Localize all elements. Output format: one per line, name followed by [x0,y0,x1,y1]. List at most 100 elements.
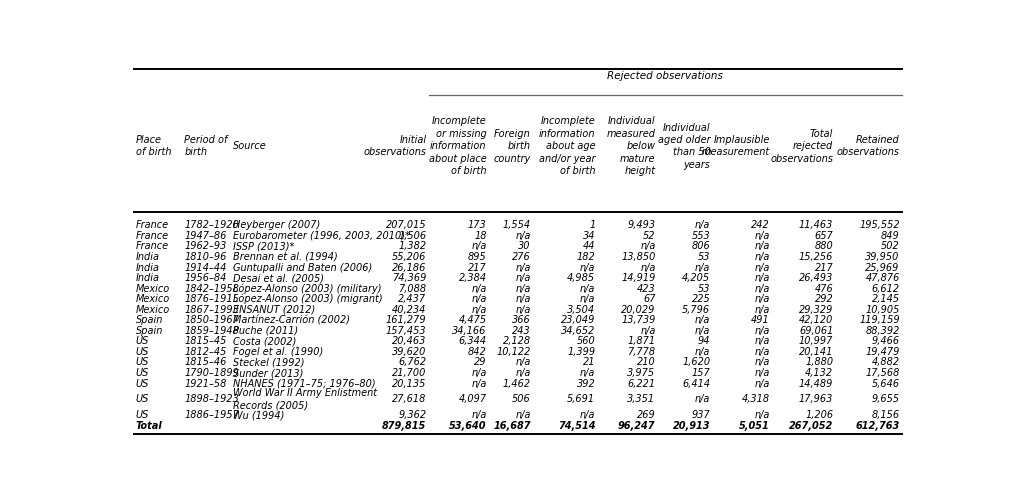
Text: n/a: n/a [754,283,769,294]
Text: 1782–1920: 1782–1920 [184,220,240,230]
Text: 292: 292 [815,294,833,304]
Text: Brennan et al. (1994): Brennan et al. (1994) [234,252,338,262]
Text: n/a: n/a [516,273,531,283]
Text: 20,463: 20,463 [392,337,427,346]
Text: Martínez-Carrión (2002): Martínez-Carrión (2002) [234,315,350,325]
Text: 849: 849 [881,231,900,241]
Text: 210: 210 [637,358,655,368]
Text: Rejected observations: Rejected observations [608,71,723,81]
Text: Heyberger (2007): Heyberger (2007) [234,220,320,230]
Text: 20,029: 20,029 [621,305,655,315]
Text: 895: 895 [468,252,486,262]
Text: US: US [135,337,150,346]
Text: 1,206: 1,206 [805,410,833,420]
Text: 23,049: 23,049 [561,315,595,325]
Text: n/a: n/a [695,263,711,273]
Text: ISSP (2013)*: ISSP (2013)* [234,242,294,251]
Text: 1947–86: 1947–86 [184,231,226,241]
Text: n/a: n/a [516,410,531,420]
Text: 29: 29 [474,358,486,368]
Text: n/a: n/a [516,294,531,304]
Text: 19,479: 19,479 [865,347,900,357]
Text: 1,880: 1,880 [805,358,833,368]
Text: 88,392: 88,392 [865,326,900,336]
Text: 34: 34 [583,231,595,241]
Text: n/a: n/a [471,410,486,420]
Text: 267,052: 267,052 [790,421,833,431]
Text: n/a: n/a [516,231,531,241]
Text: Incomplete
or missing
information
about place
of birth: Incomplete or missing information about … [429,117,486,176]
Text: 8,156: 8,156 [871,410,900,420]
Text: n/a: n/a [695,220,711,230]
Text: 612,763: 612,763 [855,421,900,431]
Text: 4,475: 4,475 [458,315,486,325]
Text: n/a: n/a [471,305,486,315]
Text: 560: 560 [576,337,595,346]
Text: López-Alonso (2003) (migrant): López-Alonso (2003) (migrant) [234,294,383,305]
Text: Total: Total [135,421,163,431]
Text: 1,620: 1,620 [682,358,711,368]
Text: n/a: n/a [754,358,769,368]
Text: n/a: n/a [516,305,531,315]
Text: 392: 392 [576,378,595,389]
Text: 9,362: 9,362 [398,410,427,420]
Text: 13,850: 13,850 [621,252,655,262]
Text: 14,489: 14,489 [799,378,833,389]
Text: 1850–1967: 1850–1967 [184,315,240,325]
Text: n/a: n/a [695,395,711,404]
Text: 937: 937 [692,410,711,420]
Text: n/a: n/a [695,326,711,336]
Text: 2,384: 2,384 [458,273,486,283]
Text: n/a: n/a [754,305,769,315]
Text: 25,969: 25,969 [865,263,900,273]
Text: 3,504: 3,504 [567,305,595,315]
Text: 7,088: 7,088 [398,283,427,294]
Text: 1842–1958: 1842–1958 [184,283,240,294]
Text: n/a: n/a [640,326,655,336]
Text: Desai et al. (2005): Desai et al. (2005) [234,273,325,283]
Text: 161,279: 161,279 [386,315,427,325]
Text: 10,122: 10,122 [496,347,531,357]
Text: 4,882: 4,882 [871,358,900,368]
Text: US: US [135,368,150,378]
Text: 18: 18 [474,231,486,241]
Text: López-Alonso (2003) (military): López-Alonso (2003) (military) [234,283,381,294]
Text: Spain: Spain [135,326,163,336]
Text: 40,234: 40,234 [392,305,427,315]
Text: Retained
observations: Retained observations [837,135,900,157]
Text: n/a: n/a [580,410,595,420]
Text: 476: 476 [815,283,833,294]
Text: 2,128: 2,128 [502,337,531,346]
Text: n/a: n/a [580,294,595,304]
Text: n/a: n/a [471,242,486,251]
Text: 6,344: 6,344 [458,337,486,346]
Text: 55,206: 55,206 [392,252,427,262]
Text: 1876–1915: 1876–1915 [184,294,240,304]
Text: n/a: n/a [754,410,769,420]
Text: n/a: n/a [471,294,486,304]
Text: 34,652: 34,652 [561,326,595,336]
Text: 20,135: 20,135 [392,378,427,389]
Text: 880: 880 [815,242,833,251]
Text: n/a: n/a [471,378,486,389]
Text: n/a: n/a [754,326,769,336]
Text: 21: 21 [583,358,595,368]
Text: Implausible
measurement: Implausible measurement [702,135,769,157]
Text: Individual
measured
below
mature
height: Individual measured below mature height [607,117,655,176]
Text: 207,015: 207,015 [386,220,427,230]
Text: n/a: n/a [754,231,769,241]
Text: 1867–1993: 1867–1993 [184,305,240,315]
Text: n/a: n/a [754,263,769,273]
Text: 30: 30 [519,242,531,251]
Text: 5,796: 5,796 [682,305,711,315]
Text: 1810–96: 1810–96 [184,252,226,262]
Text: India: India [135,252,160,262]
Text: 4,097: 4,097 [458,395,486,404]
Text: n/a: n/a [516,368,531,378]
Text: 10,905: 10,905 [865,305,900,315]
Text: 11,463: 11,463 [799,220,833,230]
Text: 1,506: 1,506 [398,231,427,241]
Text: 6,612: 6,612 [871,283,900,294]
Text: 506: 506 [513,395,531,404]
Text: Period of
birth: Period of birth [184,135,227,157]
